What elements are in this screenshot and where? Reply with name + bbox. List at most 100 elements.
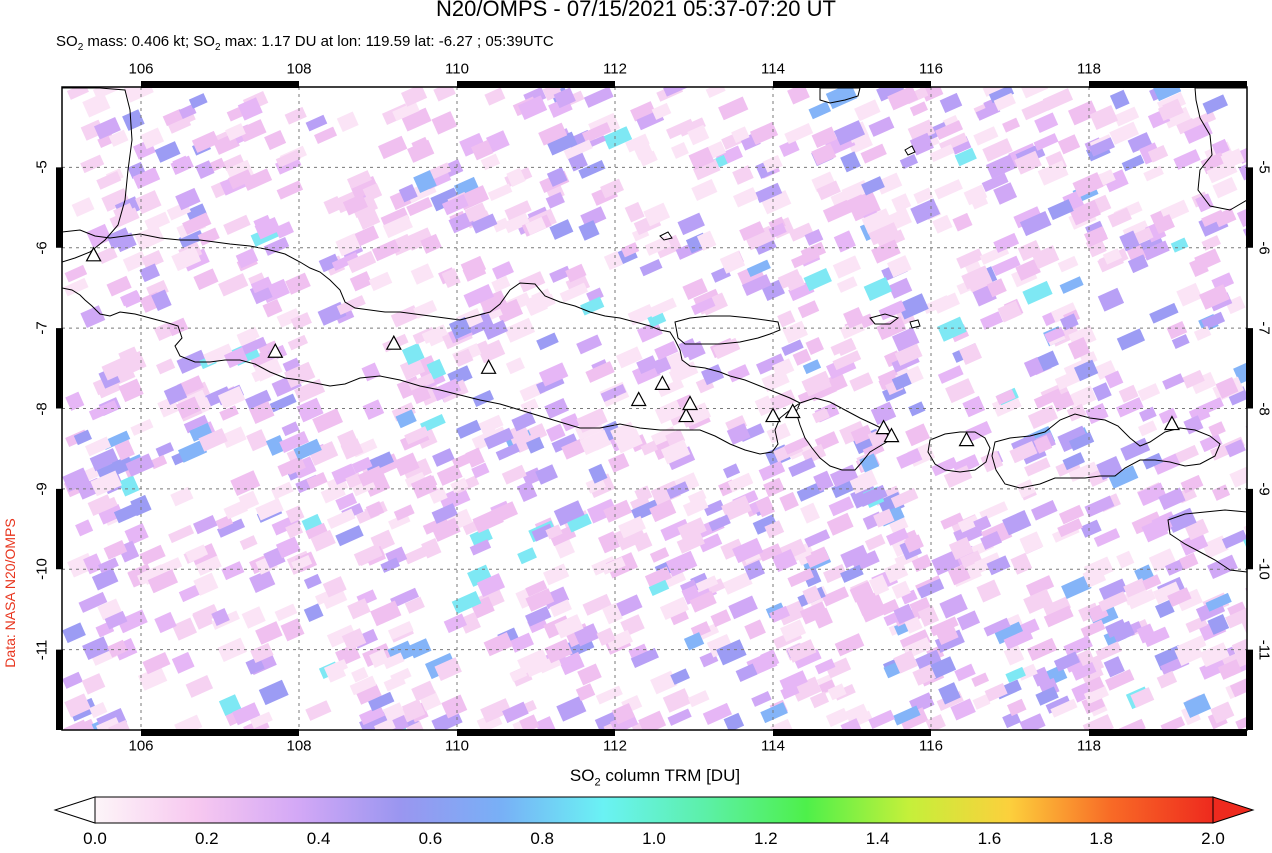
so2-pixel — [1195, 193, 1214, 213]
so2-pixel — [436, 464, 463, 486]
so2-pixel — [1033, 388, 1063, 409]
so2-pixel — [1142, 240, 1170, 261]
so2-pixel — [230, 470, 261, 496]
so2-pixel — [411, 680, 436, 702]
so2-pixel — [692, 158, 721, 181]
so2-pixel — [744, 619, 766, 640]
so2-pixel — [732, 165, 754, 185]
so2-pixel — [893, 603, 915, 625]
so2-pixel — [223, 214, 251, 236]
so2-pixel — [454, 176, 479, 198]
lon-tick-bottom: 116 — [919, 737, 943, 755]
so2-pixel — [408, 373, 435, 393]
so2-pixel — [624, 201, 645, 223]
so2-pixel — [630, 647, 659, 669]
so2-pixel — [638, 710, 667, 730]
so2-pixel — [408, 638, 432, 659]
so2-pixel — [1233, 360, 1247, 384]
so2-pixel — [544, 397, 569, 419]
so2-pixel — [406, 720, 424, 730]
so2-pixel — [1211, 272, 1235, 292]
so2-pixel — [602, 602, 623, 625]
so2-pixel — [727, 364, 750, 383]
so2-pixel — [1152, 581, 1182, 605]
so2-pixel — [972, 694, 991, 710]
so2-pixel — [910, 198, 941, 225]
lat-tick-right: -11 — [1255, 639, 1272, 660]
so2-pixel — [1201, 535, 1229, 559]
so2-pixel — [1116, 550, 1135, 569]
so2-pixel — [670, 668, 690, 685]
so2-pixel — [157, 557, 183, 576]
so2-pixel — [755, 496, 776, 518]
so2-pixel — [546, 167, 568, 187]
so2-pixel — [840, 564, 864, 583]
so2-pixel — [96, 463, 118, 481]
so2-pixel — [582, 122, 612, 143]
so2-pixel — [1022, 280, 1053, 305]
so2-pixel — [554, 614, 584, 639]
so2-pixel — [421, 538, 442, 559]
so2-pixel — [1092, 382, 1112, 402]
so2-pixel — [843, 306, 866, 329]
so2-pixel — [306, 472, 328, 490]
so2-pixel — [671, 141, 689, 159]
so2-pixel — [868, 116, 895, 137]
so2-pixel — [751, 691, 772, 707]
so2-pixel — [1130, 687, 1155, 708]
so2-pixel — [241, 606, 266, 629]
so2-pixel — [647, 311, 667, 328]
so2-pixel — [1127, 254, 1149, 274]
so2-pixel — [831, 478, 857, 499]
lat-tick-right: -8 — [1255, 401, 1272, 416]
so2-pixel — [553, 87, 576, 109]
so2-pixel — [361, 362, 381, 382]
so2-pixel — [1069, 199, 1101, 226]
so2-pixel — [441, 268, 461, 289]
so2-pixel — [404, 471, 426, 488]
so2-pixel — [1227, 386, 1247, 406]
so2-pixel — [603, 126, 633, 150]
so2-pixel — [1141, 518, 1169, 543]
so2-pixel — [122, 109, 145, 131]
so2-pixel — [545, 191, 565, 209]
so2-pixel — [538, 122, 568, 146]
so2-pixel — [544, 638, 573, 664]
so2-pixel — [854, 99, 881, 122]
colorbar-low-extension — [53, 796, 96, 824]
so2-pixel — [406, 197, 433, 217]
so2-pixel — [347, 170, 372, 189]
so2-pixel — [431, 517, 461, 542]
so2-pixel — [648, 297, 677, 318]
so2-pixel — [939, 92, 963, 114]
so2-pixel — [651, 102, 672, 120]
so2-pixel — [973, 126, 999, 146]
so2-pixel — [285, 272, 311, 295]
frame-bar-segment — [457, 81, 615, 88]
so2-pixel — [636, 355, 658, 375]
so2-pixel — [147, 569, 179, 594]
so2-pixel — [792, 348, 812, 366]
so2-pixel — [517, 547, 537, 565]
so2-pixel — [1225, 607, 1247, 629]
so2-pixel — [993, 232, 1020, 253]
so2-pixel — [582, 593, 612, 616]
lon-tick-top: 112 — [603, 60, 627, 78]
so2-pixel — [395, 409, 417, 429]
so2-pixel — [1174, 640, 1204, 666]
so2-pixel — [107, 639, 128, 658]
so2-pixel — [934, 179, 963, 200]
so2-pixel — [1179, 552, 1199, 571]
frame-bar-segment — [56, 167, 63, 248]
map-subtitle: SO2 mass: 0.406 kt; SO2 max: 1.17 DU at … — [56, 33, 554, 53]
so2-pixel — [97, 246, 118, 265]
so2-pixel — [178, 439, 208, 463]
lon-tick-top: 118 — [1077, 60, 1101, 78]
so2-pixel — [203, 343, 234, 366]
so2-pixel — [430, 187, 461, 212]
frame-bar-segment — [1246, 328, 1253, 409]
so2-pixel — [175, 396, 201, 419]
so2-pixel — [650, 426, 679, 450]
so2-pixel — [171, 651, 195, 674]
so2-pixel — [218, 694, 242, 716]
